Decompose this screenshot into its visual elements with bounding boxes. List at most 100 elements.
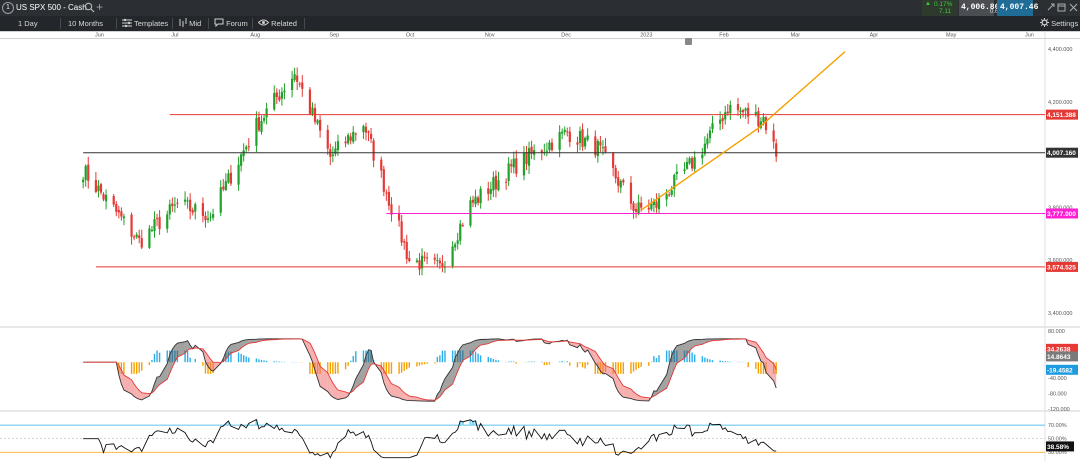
templates-label: Templates	[134, 19, 168, 28]
macd-cloud-segment	[766, 358, 774, 381]
candle-body	[773, 130, 775, 141]
x-axis-tick-label: Jul	[171, 33, 178, 39]
candle-body	[105, 195, 107, 201]
candle-body	[380, 160, 382, 171]
candle-body	[344, 141, 346, 143]
candle-body	[640, 203, 642, 208]
candle-body	[365, 127, 367, 133]
templates-button[interactable]: Templates	[122, 18, 168, 29]
candle-body	[296, 76, 298, 82]
related-button[interactable]: Related	[258, 18, 297, 29]
candle-body	[587, 135, 589, 139]
gear-icon	[1040, 18, 1049, 27]
x-axis-tick-label: Dec	[561, 33, 571, 39]
x-axis-tick-label: 2023	[640, 33, 652, 39]
candle-body	[513, 159, 515, 168]
candle-body	[291, 79, 293, 90]
candle-body	[727, 112, 729, 114]
bid-price[interactable]: 4,006.86	[959, 0, 994, 16]
candle-body	[230, 173, 232, 184]
interval-selector[interactable]: 1 Day	[18, 18, 38, 29]
macd-cloud-segment	[320, 366, 328, 391]
new-tab-button[interactable]: +	[96, 0, 103, 14]
candle-body	[194, 204, 196, 211]
toolbar-divider	[116, 18, 117, 29]
rsi-value-label: 38.58%	[1047, 444, 1069, 451]
candle-body	[737, 104, 739, 110]
candle-body	[612, 153, 614, 168]
change-pct: 0.17%	[934, 1, 952, 8]
candle-body	[301, 83, 303, 89]
candle-body	[694, 157, 696, 169]
candle-body	[495, 176, 497, 190]
macd-cloud-segment	[445, 367, 453, 389]
candle-body	[655, 202, 657, 208]
candle-body	[245, 147, 247, 149]
level-price-label: 4,151.388	[1047, 112, 1076, 119]
candle-body	[100, 184, 102, 192]
candle-body	[691, 158, 693, 168]
candle-body	[207, 218, 209, 220]
candle-body	[739, 110, 741, 112]
candle-body	[439, 261, 441, 264]
candle-body	[102, 194, 104, 199]
candle-body	[452, 246, 454, 266]
candle-body	[406, 242, 408, 259]
candle-body	[388, 192, 390, 206]
macd-tick-label: -40.000	[1048, 376, 1067, 382]
forum-button[interactable]: Forum	[214, 18, 248, 29]
candle-body	[204, 216, 206, 220]
settings-button[interactable]: Settings	[1040, 18, 1078, 29]
related-label: Related	[271, 19, 297, 28]
candle-body	[436, 260, 438, 261]
candle-body	[492, 177, 494, 190]
search-icon[interactable]	[84, 2, 95, 15]
x-axis-tick-label: Feb	[719, 33, 728, 39]
candle-body	[408, 258, 410, 261]
candle-body	[480, 189, 482, 203]
toolbar-divider	[172, 18, 173, 29]
level-price-label: 3,574.525	[1047, 264, 1076, 271]
candle-body	[337, 141, 339, 150]
toolbar-divider	[208, 18, 209, 29]
candle-body	[87, 165, 89, 181]
title-bar: 1 US SPX 500 - Cash + ▲ 0.17% 7.11 4,006…	[0, 0, 1080, 16]
chart-toolbar: 1 Day 10 Months Templates Mid Forum Rela…	[0, 16, 1080, 31]
candle-body	[385, 192, 387, 193]
candle-body	[258, 117, 260, 130]
candle-body	[515, 158, 517, 173]
candle-body	[434, 258, 436, 260]
candle-body	[82, 180, 84, 183]
candle-body	[169, 204, 171, 214]
candle-body	[158, 217, 160, 229]
candle-body	[615, 168, 617, 178]
candle-body	[487, 188, 489, 193]
candle-body	[765, 117, 767, 130]
candle-body	[688, 158, 690, 163]
candle-body	[508, 163, 510, 181]
candle-body	[248, 146, 250, 147]
candle-body	[243, 150, 245, 156]
candle-body	[423, 257, 425, 258]
candle-body	[551, 143, 553, 151]
candle-body	[579, 131, 581, 143]
close-icon[interactable]	[1069, 3, 1078, 14]
candle-body	[151, 230, 153, 231]
price-type-button[interactable]: Mid	[178, 18, 201, 29]
candle-body	[309, 90, 311, 114]
candle-body	[701, 154, 703, 158]
range-selector[interactable]: 10 Months	[68, 18, 103, 29]
y-axis-tick-label: 3,400.000	[1048, 311, 1072, 317]
candle-body	[418, 260, 420, 269]
candle-body	[762, 117, 764, 122]
maximize-icon[interactable]	[1057, 3, 1066, 14]
candle-body	[510, 164, 512, 166]
candle-body	[650, 204, 652, 209]
candle-body	[490, 189, 492, 194]
toolbar-divider	[304, 18, 305, 29]
rsi-tick-label: 70.00%	[1048, 423, 1067, 429]
ask-price[interactable]: 4,007.46	[997, 0, 1033, 16]
pin-icon[interactable]	[1046, 2, 1056, 14]
